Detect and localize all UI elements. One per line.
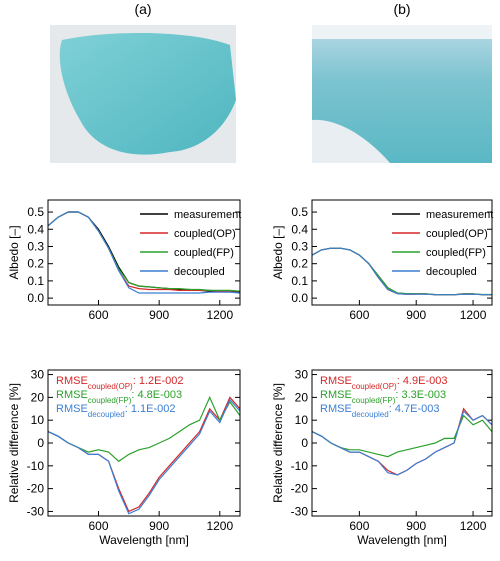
- annotation: RMSEcoupled(FP): 3.3E-003: [320, 389, 446, 405]
- y-tick-label: -20: [291, 482, 309, 496]
- annotation-value: : 4.8E-003: [131, 389, 182, 401]
- y-axis-label: Albedo [–]: [271, 225, 285, 279]
- x-tick-label: 600: [89, 308, 109, 322]
- annotation-text: RMSE: [56, 403, 88, 415]
- y-tick-label: 0.1: [291, 274, 308, 288]
- annotation-text: RMSE: [56, 389, 88, 401]
- y-tick-label: 0: [301, 436, 308, 450]
- y-axis-label: Relative difference [%]: [7, 383, 21, 503]
- y-tick-label: 30: [295, 368, 309, 382]
- y-axis-label: Relative difference [%]: [271, 383, 285, 503]
- annotation: RMSEcoupled(OP): 4.9E-003: [320, 375, 447, 391]
- x-tick-label: 900: [406, 519, 426, 533]
- chart: -30 -20 -10 0 10 20 30 600 900 1200 Relative diffe…: [271, 368, 493, 547]
- series-line: [311, 409, 493, 476]
- annotation-sub: coupled(OP): [88, 382, 133, 391]
- chart: 0.0 0.1 0.2 0.3 0.4 0.5 600 900 1200 Albedo [–] me…: [271, 199, 493, 322]
- y-tick-label: 0.2: [27, 257, 44, 271]
- annotation-value: : 3.3E-003: [395, 389, 446, 401]
- x-tick-label: 1200: [460, 519, 487, 533]
- y-tick-label: 0.0: [291, 291, 308, 305]
- series-line: [311, 407, 493, 476]
- chart: 0.0 0.1 0.2 0.3 0.4 0.5 600 900 1200 Albedo [–] me…: [7, 199, 241, 322]
- y-tick-label: -10: [27, 459, 45, 473]
- y-tick-label: -10: [291, 459, 309, 473]
- annotation-sub: decoupled: [88, 410, 125, 419]
- y-tick-label: 20: [31, 390, 45, 404]
- annotation-sub: coupled(FP): [352, 396, 396, 405]
- plot-frame: [311, 199, 493, 306]
- y-tick-label: 0.3: [291, 239, 308, 253]
- y-tick-label: 30: [31, 368, 45, 382]
- annotation: RMSEdecoupled: 1.1E-002: [56, 403, 175, 419]
- annotation-sub: decoupled: [352, 410, 389, 419]
- x-tick-label: 600: [349, 308, 369, 322]
- plot-frame: [47, 369, 241, 517]
- legend-label: coupled(OP): [426, 228, 488, 240]
- annotation-value: : 1.2E-002: [133, 375, 184, 387]
- legend-label: decoupled: [174, 266, 225, 278]
- legend-label: decoupled: [426, 266, 477, 278]
- annotation-text: RMSE: [320, 403, 352, 415]
- plot-frame: [47, 199, 241, 306]
- y-tick-label: 0.1: [27, 274, 44, 288]
- y-tick-label: 0: [37, 436, 44, 450]
- x-tick-label: 900: [149, 308, 169, 322]
- x-tick-label: 1200: [206, 519, 233, 533]
- x-axis-label: Wavelength [nm]: [99, 533, 189, 547]
- legend-label: measurement: [174, 209, 241, 221]
- y-tick-label: 0.3: [27, 239, 44, 253]
- series-line: [47, 211, 241, 294]
- y-tick-label: -30: [291, 504, 309, 518]
- x-tick-label: 600: [349, 519, 369, 533]
- y-tick-label: 0.2: [291, 257, 308, 271]
- annotation-text: RMSE: [56, 375, 88, 387]
- x-axis-label: Wavelength [nm]: [357, 533, 447, 547]
- annotation-value: : 1.1E-002: [125, 403, 176, 415]
- y-axis-label: Albedo [–]: [7, 225, 21, 279]
- y-tick-label: 0.5: [27, 205, 44, 219]
- annotation-text: RMSE: [320, 375, 352, 387]
- annotation: RMSEcoupled(OP): 1.2E-002: [56, 375, 183, 391]
- annotation-value: : 4.7E-003: [389, 403, 440, 415]
- chart: -30 -20 -10 0 10 20 30 600 900 1200 Relative diffe…: [7, 368, 241, 547]
- x-tick-label: 900: [406, 308, 426, 322]
- x-tick-label: 600: [89, 519, 109, 533]
- y-tick-label: 10: [31, 413, 45, 427]
- annotation-sub: coupled(OP): [352, 382, 397, 391]
- legend-label: coupled(FP): [174, 247, 234, 259]
- annotation-value: : 4.9E-003: [397, 375, 448, 387]
- y-tick-label: 0.4: [291, 222, 308, 236]
- annotation: RMSEdecoupled: 4.7E-003: [320, 403, 439, 419]
- legend-label: coupled(OP): [174, 228, 236, 240]
- y-tick-label: 0.5: [291, 205, 308, 219]
- charts: 0.0 0.1 0.2 0.3 0.4 0.5 600 900 1200 Albedo [–] me…: [7, 199, 493, 547]
- legend-label: coupled(FP): [426, 247, 486, 259]
- photo-a: [50, 25, 236, 163]
- y-tick-label: -30: [27, 504, 45, 518]
- panel-label: (b): [393, 1, 410, 17]
- y-tick-label: 10: [295, 413, 309, 427]
- y-tick-label: 20: [295, 390, 309, 404]
- annotation: RMSEcoupled(FP): 4.8E-003: [56, 389, 182, 405]
- panel-label: (a): [134, 1, 151, 17]
- plot-frame: [311, 369, 493, 517]
- y-tick-label: 0.4: [27, 222, 44, 236]
- legend-label: measurement: [426, 209, 493, 221]
- annotation-text: RMSE: [320, 389, 352, 401]
- x-tick-label: 1200: [206, 308, 233, 322]
- y-tick-label: 0.0: [27, 291, 44, 305]
- series-line: [47, 398, 241, 515]
- x-tick-label: 1200: [460, 308, 487, 322]
- annotation-sub: coupled(FP): [88, 396, 132, 405]
- photo-b: [312, 25, 492, 163]
- y-tick-label: -20: [27, 482, 45, 496]
- x-tick-label: 900: [149, 519, 169, 533]
- series-line: [311, 414, 493, 458]
- series-line: [311, 247, 492, 296]
